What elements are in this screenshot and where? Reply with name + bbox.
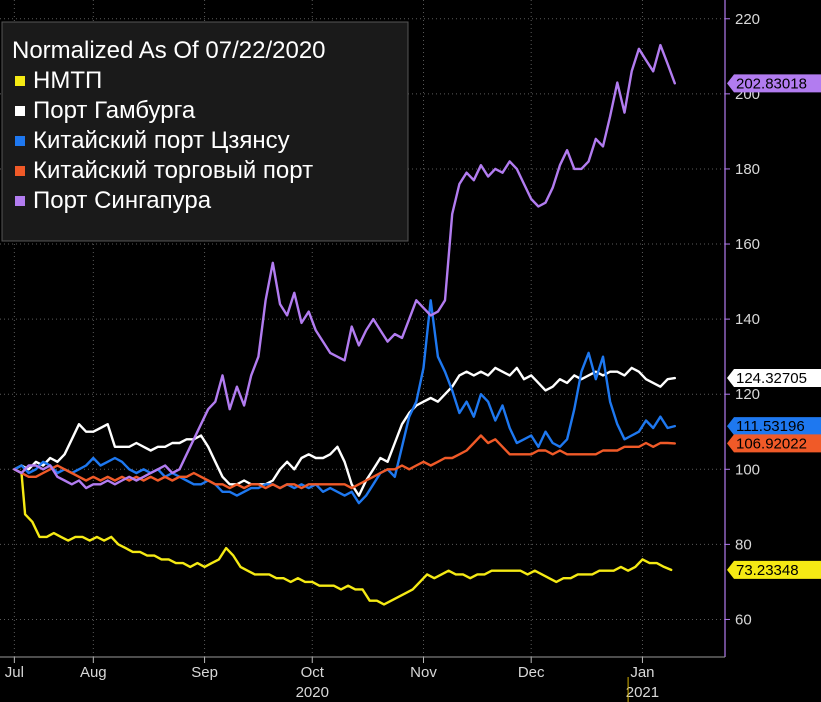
legend-label: НМТП	[33, 67, 102, 94]
y-tick-label: 180	[735, 161, 760, 178]
x-tick-label: Dec	[518, 664, 545, 681]
x-year-label: 2020	[296, 684, 329, 701]
end-label-text: 73.23348	[736, 562, 799, 579]
y-tick-label: 160	[735, 236, 760, 253]
legend-swatch	[15, 166, 25, 176]
x-tick-label: Sep	[191, 664, 218, 681]
y-tick-label: 100	[735, 461, 760, 478]
legend-swatch	[15, 76, 25, 86]
end-label-1: 73.23348	[727, 560, 821, 579]
legend-label: Китайский порт Цзянсу	[33, 127, 290, 154]
x-tick-label: Jul	[5, 664, 24, 681]
series-line-5	[13, 43, 676, 490]
series-line-3	[13, 299, 676, 505]
legend-swatch	[15, 196, 25, 206]
end-label-5: 202.83018	[727, 74, 821, 92]
legend-swatch	[15, 106, 25, 116]
legend-label: Порт Гамбурга	[33, 97, 196, 124]
y-tick-label: 120	[735, 386, 760, 403]
legend: Normalized As Of 07/22/2020 НМТП Порт Гам…	[1, 21, 409, 242]
end-label-4: 106.92022	[727, 434, 821, 452]
y-tick-label: 80	[735, 536, 752, 553]
end-label-box	[727, 369, 821, 388]
y-tick-label: 140	[735, 311, 760, 328]
x-tick-label: Nov	[410, 664, 437, 681]
x-tick-label: Oct	[301, 664, 325, 681]
legend-label: Порт Сингапура	[33, 187, 212, 214]
x-tick-label: Jan	[630, 664, 654, 681]
end-label-box	[727, 74, 821, 93]
end-label-box	[727, 417, 821, 436]
x-tick-label: Aug	[80, 664, 107, 681]
series-line-2	[13, 366, 676, 497]
end-label-2: 124.32705	[727, 369, 821, 388]
end-label-box	[727, 560, 821, 579]
end-label-text: 124.32705	[736, 370, 807, 387]
chart-title: Normalized As Of 07/22/2020	[12, 37, 326, 64]
series-line-1	[13, 468, 673, 606]
x-year-label: 2021	[626, 684, 659, 701]
grid-lines	[0, 0, 725, 657]
end-label-text: 202.83018	[736, 75, 807, 92]
y-tick-label: 60	[735, 611, 752, 628]
y-tick-label: 220	[735, 11, 760, 28]
end-label-3: 111.53196	[727, 417, 821, 435]
end-label-text: 111.53196	[736, 418, 805, 435]
legend-label: Китайский торговый порт	[33, 157, 313, 184]
series-layer	[13, 43, 676, 606]
legend-box	[1, 21, 409, 242]
legend-swatch	[15, 136, 25, 146]
end-label-text: 106.92022	[736, 435, 807, 452]
end-label-box	[727, 434, 821, 453]
